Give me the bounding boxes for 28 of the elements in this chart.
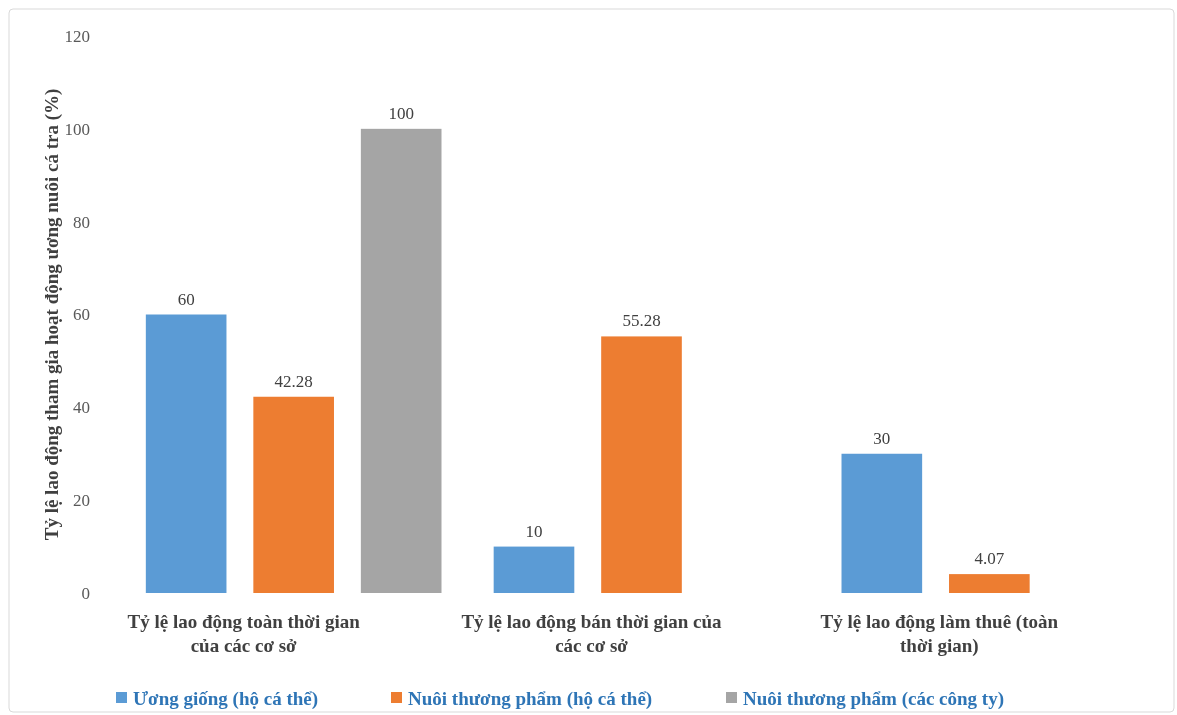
x-tick-label: Tỷ lệ lao động bán thời gian của các cơ sở bbox=[461, 611, 723, 656]
y-tick-label: 80 bbox=[73, 212, 90, 232]
data-label: 55.28 bbox=[622, 311, 661, 331]
data-label: 4.07 bbox=[974, 549, 1005, 569]
bar bbox=[360, 128, 442, 593]
y-tick-label: 0 bbox=[81, 583, 90, 603]
y-tick-label: 60 bbox=[73, 305, 90, 325]
data-label: 60 bbox=[177, 289, 195, 309]
y-tick-label: 20 bbox=[73, 491, 90, 511]
bar bbox=[949, 574, 1030, 593]
bar bbox=[841, 453, 923, 593]
bar bbox=[493, 546, 575, 593]
x-tick-label: Tỷ lệ lao động toàn thời gian của các cơ sở bbox=[127, 611, 361, 656]
bar bbox=[253, 396, 334, 593]
y-axis-title: Tỷ lệ lao động tham gia hoạt động ương nuôi cá tra (%) bbox=[41, 88, 63, 541]
data-label: 100 bbox=[388, 103, 414, 123]
y-tick-label: 40 bbox=[73, 398, 90, 418]
data-label: 42.28 bbox=[274, 371, 313, 391]
data-label: 10 bbox=[525, 521, 543, 541]
bar bbox=[601, 336, 682, 593]
y-tick-label: 120 bbox=[64, 26, 90, 46]
bar bbox=[145, 314, 227, 593]
legend-label: Nuôi thương phẩm (các công ty) bbox=[743, 687, 1005, 710]
legend-label: Ương giống (hộ cá thể) bbox=[133, 687, 319, 710]
data-label: 30 bbox=[873, 428, 891, 448]
y-tick-label: 100 bbox=[64, 119, 90, 139]
x-tick-label: Tỷ lệ lao động làm thuê (toàn thời gian) bbox=[820, 611, 1059, 657]
legend-label: Nuôi thương phẩm (hộ cá thể) bbox=[408, 687, 653, 710]
